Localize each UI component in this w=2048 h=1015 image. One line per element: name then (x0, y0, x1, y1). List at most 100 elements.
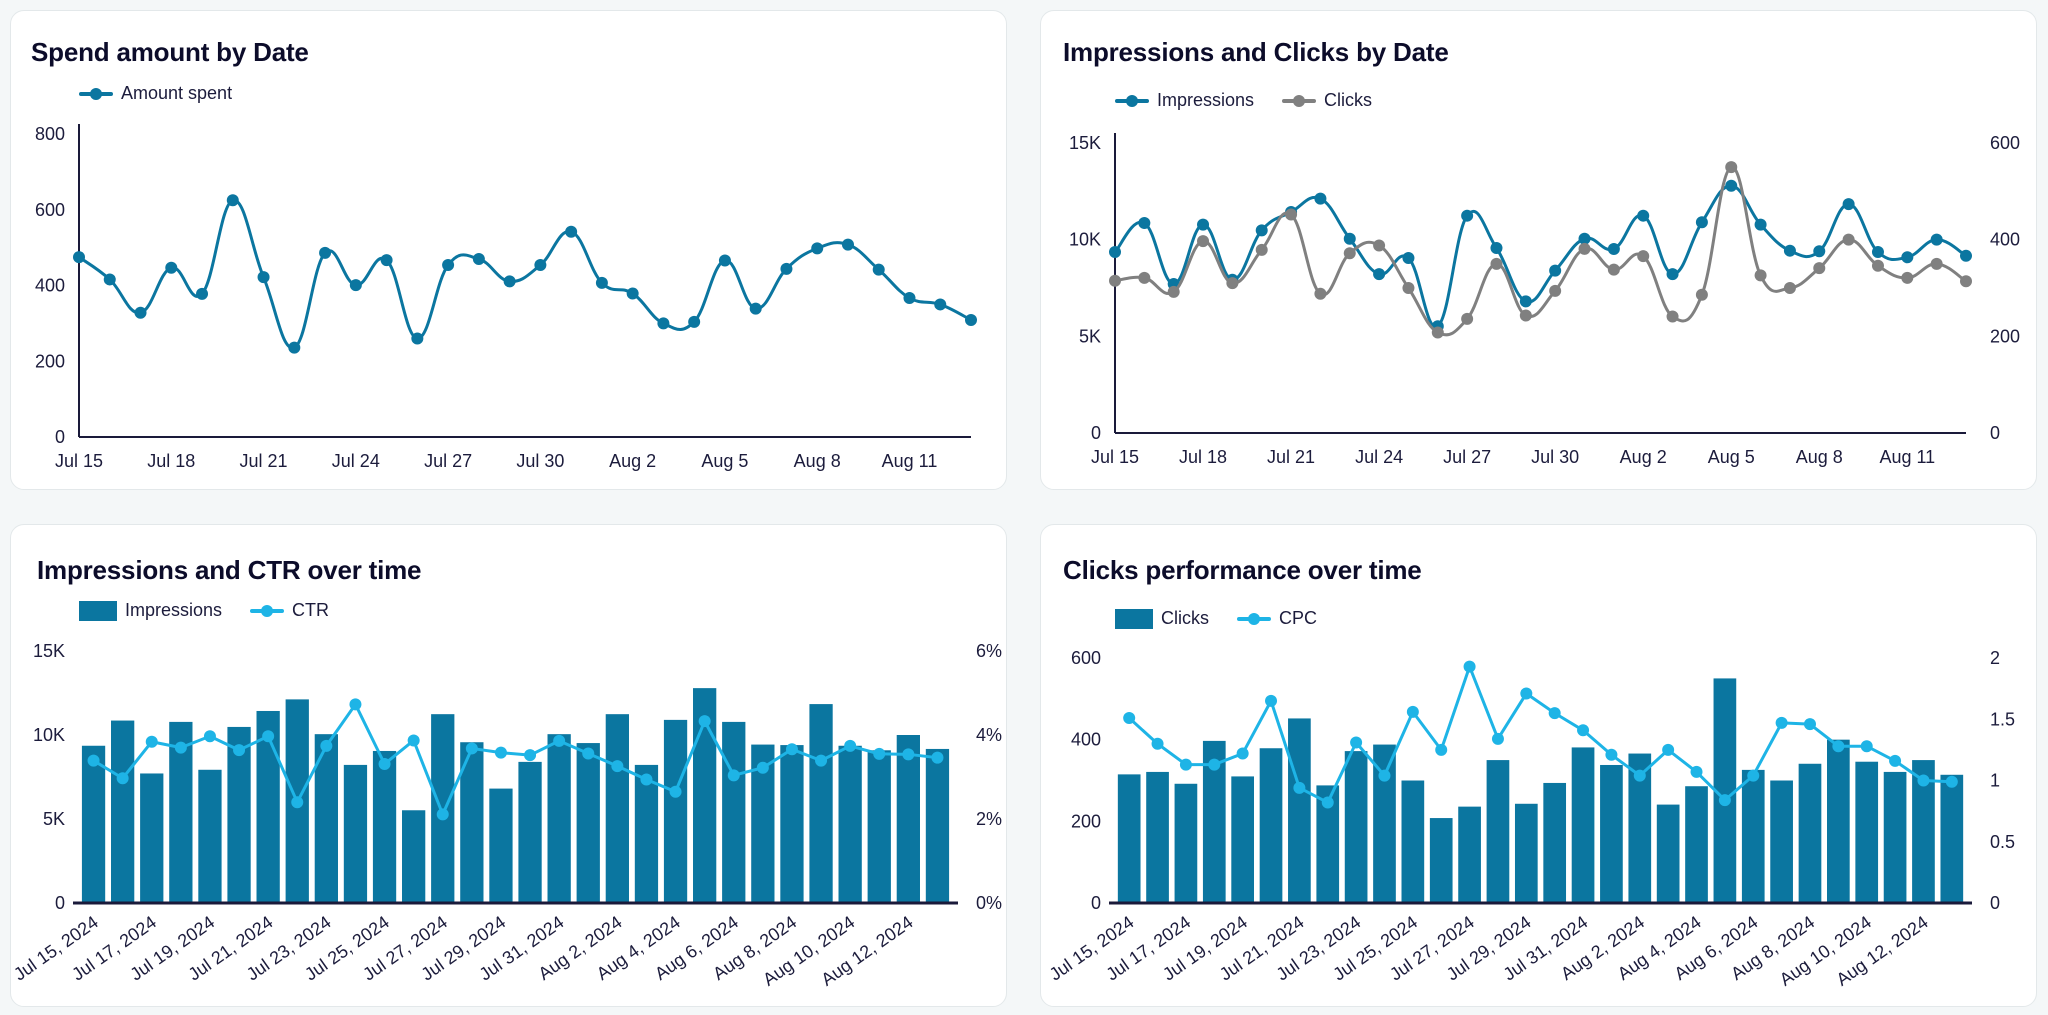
data-point-impressions[interactable] (1695, 216, 1708, 229)
bar-clicks[interactable] (1231, 776, 1254, 903)
data-point-cpc[interactable] (1236, 747, 1249, 760)
data-point-clicks[interactable] (1578, 242, 1591, 255)
data-point-ctr[interactable] (669, 785, 682, 798)
data-point-amount-spent[interactable] (934, 298, 947, 311)
bar-impressions[interactable] (402, 810, 426, 903)
data-point-amount-spent[interactable] (688, 315, 701, 328)
data-point-clicks[interactable] (1109, 274, 1121, 287)
bar-clicks[interactable] (1770, 780, 1793, 904)
data-point-impressions[interactable] (1314, 192, 1327, 205)
data-point-impressions[interactable] (1197, 218, 1210, 231)
bar-clicks[interactable] (1628, 753, 1652, 903)
data-point-impressions[interactable] (1138, 217, 1151, 230)
bar-clicks[interactable] (1117, 774, 1141, 903)
data-point-impressions[interactable] (1461, 209, 1474, 222)
bar-clicks[interactable] (1827, 739, 1850, 903)
data-point-impressions[interactable] (1402, 252, 1415, 265)
data-point-ctr[interactable] (203, 730, 216, 743)
bar-impressions[interactable] (809, 704, 833, 903)
data-point-impressions[interactable] (1725, 179, 1738, 192)
data-point-clicks[interactable] (1285, 208, 1298, 221)
data-point-amount-spent[interactable] (595, 276, 608, 289)
data-point-impressions[interactable] (1255, 224, 1268, 237)
data-point-cpc[interactable] (1350, 736, 1363, 749)
data-point-amount-spent[interactable] (965, 313, 977, 326)
data-point-cpc[interactable] (1803, 718, 1816, 731)
data-point-amount-spent[interactable] (657, 317, 670, 330)
data-point-impressions[interactable] (1109, 246, 1121, 259)
data-point-cpc[interactable] (1662, 743, 1675, 756)
data-point-amount-spent[interactable] (73, 251, 85, 264)
bar-impressions[interactable] (314, 734, 338, 903)
data-point-ctr[interactable] (931, 751, 944, 764)
data-point-cpc[interactable] (1321, 796, 1334, 809)
data-point-cpc[interactable] (1690, 765, 1703, 778)
data-point-impressions[interactable] (1754, 218, 1767, 231)
data-point-impressions[interactable] (1871, 246, 1884, 259)
bar-impressions[interactable] (518, 761, 542, 903)
data-point-cpc[interactable] (1832, 740, 1845, 753)
bar-clicks[interactable] (1713, 678, 1737, 903)
data-point-ctr[interactable] (727, 769, 740, 782)
data-point-amount-spent[interactable] (472, 252, 485, 265)
bar-impressions[interactable] (198, 769, 222, 903)
bar-clicks[interactable] (1685, 786, 1708, 903)
data-point-cpc[interactable] (1179, 758, 1192, 771)
bar-impressions[interactable] (693, 688, 717, 903)
data-point-cpc[interactable] (1548, 707, 1561, 720)
data-point-ctr[interactable] (524, 749, 537, 762)
data-point-clicks[interactable] (1226, 277, 1239, 290)
data-point-impressions[interactable] (1960, 249, 1972, 262)
data-point-impressions[interactable] (1783, 244, 1796, 257)
legend-item-impressions[interactable]: Impressions (79, 600, 222, 621)
data-point-clicks[interactable] (1490, 257, 1503, 270)
data-point-clicks[interactable] (1373, 239, 1386, 252)
data-point-ctr[interactable] (436, 808, 449, 821)
data-point-clicks[interactable] (1314, 287, 1327, 300)
data-point-impressions[interactable] (1578, 232, 1591, 245)
bar-clicks[interactable] (1401, 780, 1425, 904)
data-point-cpc[interactable] (1208, 758, 1221, 771)
data-point-clicks[interactable] (1783, 282, 1796, 294)
data-point-cpc[interactable] (1435, 743, 1448, 756)
data-point-clicks[interactable] (1725, 161, 1738, 174)
bar-clicks[interactable] (1259, 748, 1283, 903)
data-point-amount-spent[interactable] (565, 225, 578, 238)
data-point-amount-spent[interactable] (165, 261, 178, 274)
data-point-impressions[interactable] (1637, 209, 1650, 222)
bar-impressions[interactable] (227, 726, 251, 903)
data-point-clicks[interactable] (1842, 233, 1855, 246)
bar-clicks[interactable] (1600, 764, 1623, 903)
data-point-cpc[interactable] (1293, 781, 1306, 794)
data-point-impressions[interactable] (1901, 251, 1914, 264)
data-point-impressions[interactable] (1490, 241, 1503, 254)
bar-impressions[interactable] (81, 745, 106, 903)
data-point-cpc[interactable] (1747, 769, 1760, 782)
legend-item-ctr[interactable]: CTR (250, 600, 329, 621)
data-point-ctr[interactable] (407, 734, 420, 747)
data-point-amount-spent[interactable] (872, 263, 885, 276)
data-point-ctr[interactable] (844, 739, 857, 752)
data-point-clicks[interactable] (1695, 288, 1708, 301)
bar-clicks[interactable] (1940, 774, 1964, 903)
bar-clicks[interactable] (1798, 763, 1822, 903)
data-point-clicks[interactable] (1960, 275, 1972, 288)
data-point-clicks[interactable] (1343, 247, 1356, 260)
data-point-clicks[interactable] (1871, 259, 1884, 272)
bar-clicks[interactable] (1883, 771, 1907, 903)
data-point-clicks[interactable] (1549, 284, 1562, 297)
data-point-clicks[interactable] (1930, 257, 1943, 270)
data-point-cpc[interactable] (1151, 737, 1164, 750)
bar-clicks[interactable] (1656, 804, 1680, 903)
data-point-cpc[interactable] (1633, 769, 1646, 782)
data-point-clicks[interactable] (1637, 250, 1650, 263)
data-point-clicks[interactable] (1167, 285, 1180, 298)
bar-impressions[interactable] (867, 750, 891, 903)
data-point-amount-spent[interactable] (903, 292, 916, 304)
bar-impressions[interactable] (896, 735, 920, 903)
bar-impressions[interactable] (605, 714, 629, 903)
data-point-ctr[interactable] (815, 754, 828, 767)
data-point-impressions[interactable] (1373, 268, 1386, 281)
data-point-amount-spent[interactable] (196, 287, 209, 300)
data-point-cpc[interactable] (1718, 794, 1731, 807)
